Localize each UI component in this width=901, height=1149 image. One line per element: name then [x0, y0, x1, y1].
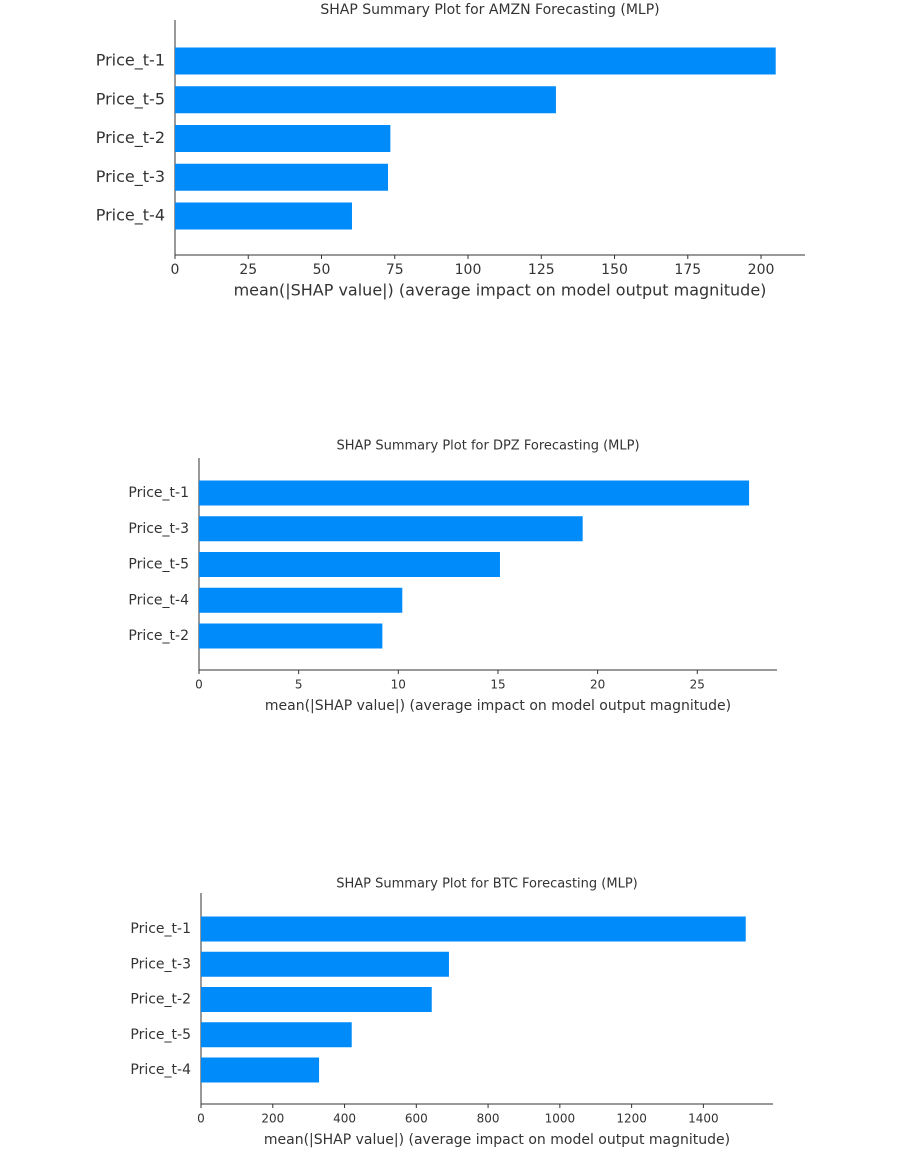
x-tick-label: 1200	[616, 1112, 647, 1126]
x-tick-label: 100	[455, 262, 482, 278]
x-tick-label: 1400	[688, 1112, 719, 1126]
x-axis-label: mean(|SHAP value|) (average impact on mo…	[234, 281, 767, 300]
x-tick-label: 0	[195, 678, 203, 692]
x-tick-label: 200	[748, 262, 775, 278]
x-tick-label: 125	[528, 262, 555, 278]
x-tick-label: 200	[261, 1112, 284, 1126]
bar	[201, 916, 746, 942]
x-tick-label: 150	[601, 262, 628, 278]
bar	[201, 1022, 352, 1048]
bar	[199, 552, 500, 577]
bar	[201, 1057, 320, 1083]
bar	[175, 47, 776, 75]
chart-title: SHAP Summary Plot for AMZN Forecasting (…	[320, 2, 659, 18]
x-tick-label: 400	[333, 1112, 356, 1126]
chart-title: SHAP Summary Plot for DPZ Forecasting (M…	[336, 439, 639, 454]
y-tick-label: Price_t-5	[128, 557, 189, 573]
x-axis-label: mean(|SHAP value|) (average impact on mo…	[264, 1132, 730, 1148]
y-tick-label: Price_t-2	[128, 628, 189, 644]
bar	[175, 202, 352, 230]
y-tick-label: Price_t-4	[128, 592, 189, 608]
x-tick-label: 25	[690, 678, 705, 692]
bar	[199, 623, 383, 649]
x-tick-label: 5	[295, 678, 303, 692]
y-tick-label: Price_t-1	[96, 51, 165, 71]
y-tick-label: Price_t-5	[96, 89, 165, 109]
bar	[175, 86, 556, 114]
x-tick-label: 1000	[545, 1112, 576, 1126]
x-tick-label: 175	[674, 262, 701, 278]
bar	[199, 480, 750, 506]
bar	[201, 987, 432, 1012]
y-tick-label: Price_t-1	[130, 921, 191, 937]
x-tick-label: 600	[405, 1112, 428, 1126]
y-tick-label: Price_t-3	[128, 521, 189, 537]
x-tick-label: 0	[197, 1112, 205, 1126]
y-tick-label: Price_t-2	[96, 128, 165, 148]
y-tick-label: Price_t-5	[130, 1027, 191, 1043]
x-tick-label: 0	[171, 262, 180, 278]
bar	[201, 951, 449, 977]
x-tick-label: 75	[386, 262, 404, 278]
x-tick-label: 10	[391, 678, 406, 692]
y-tick-label: Price_t-4	[96, 206, 165, 226]
x-tick-label: 15	[490, 678, 505, 692]
y-tick-label: Price_t-3	[130, 956, 191, 972]
x-tick-label: 50	[313, 262, 331, 278]
y-tick-label: Price_t-1	[128, 485, 189, 501]
bar	[199, 587, 403, 613]
y-tick-label: Price_t-2	[130, 992, 191, 1008]
x-tick-label: 800	[477, 1112, 500, 1126]
bar	[199, 516, 583, 542]
bar	[175, 125, 391, 152]
x-tick-label: 25	[239, 262, 257, 278]
chart-title: SHAP Summary Plot for BTC Forecasting (M…	[336, 877, 637, 892]
bar	[175, 163, 389, 191]
y-tick-label: Price_t-4	[130, 1062, 191, 1078]
x-tick-label: 20	[590, 678, 605, 692]
y-tick-label: Price_t-3	[96, 167, 165, 187]
x-axis-label: mean(|SHAP value|) (average impact on mo…	[265, 698, 731, 714]
